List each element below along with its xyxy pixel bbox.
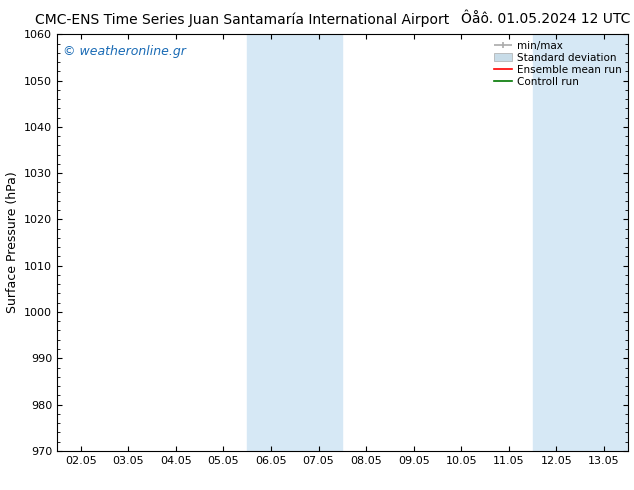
- Bar: [247, 34, 342, 451]
- Text: CMC-ENS Time Series Juan Santamaría International Airport: CMC-ENS Time Series Juan Santamaría Inte…: [35, 12, 450, 27]
- Legend: min/max, Standard deviation, Ensemble mean run, Controll run: min/max, Standard deviation, Ensemble me…: [491, 37, 624, 90]
- Y-axis label: Surface Pressure (hPa): Surface Pressure (hPa): [6, 172, 18, 314]
- Bar: [533, 34, 628, 451]
- Text: Ôåô. 01.05.2024 12 UTC: Ôåô. 01.05.2024 12 UTC: [462, 12, 631, 26]
- Text: © weatheronline.gr: © weatheronline.gr: [63, 45, 186, 58]
